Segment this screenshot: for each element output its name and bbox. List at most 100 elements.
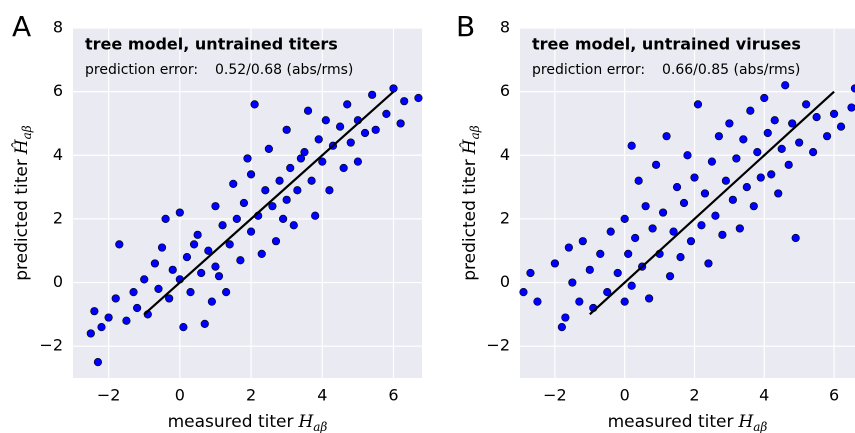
scatter-point xyxy=(189,240,199,249)
x-tick-label: 2 xyxy=(246,386,256,405)
y-label-text: predicted titer xyxy=(12,159,32,281)
scatter-point xyxy=(218,221,227,230)
scatter-point xyxy=(186,287,195,297)
y-tick-label: −2 xyxy=(39,336,63,355)
scatter-point xyxy=(111,294,120,303)
scatter-point xyxy=(154,284,163,294)
scatter-point xyxy=(179,322,188,332)
scatter-point xyxy=(97,322,106,332)
scatter-point xyxy=(756,173,765,182)
scatter-point xyxy=(353,157,362,166)
scatter-point xyxy=(261,186,270,195)
scatter-point xyxy=(770,116,779,125)
scatter-point xyxy=(651,160,661,169)
x-tick-label: 4 xyxy=(759,386,769,405)
scatter-point xyxy=(596,249,605,259)
scatter-point xyxy=(519,287,528,297)
y-axis-label: predicted titer Ĥaβ xyxy=(11,125,34,281)
scatter-point xyxy=(368,90,377,99)
scatter-point xyxy=(533,297,542,306)
panel-letter: A xyxy=(12,10,31,43)
scatter-point xyxy=(300,147,309,157)
scatter-point xyxy=(229,179,238,189)
scatter-point xyxy=(414,93,423,103)
scatter-point xyxy=(714,132,724,141)
x-label-symbol: H xyxy=(737,412,754,432)
x-axis-label: measured titer Haβ xyxy=(168,412,328,433)
scatter-point xyxy=(165,294,174,303)
y-tick-label: 0 xyxy=(500,272,510,291)
scatter-point xyxy=(296,154,306,163)
scatter-point xyxy=(314,135,323,144)
scatter-point xyxy=(847,103,855,112)
scatter-point xyxy=(246,227,256,236)
scatter-point xyxy=(243,154,252,163)
scatter-point xyxy=(279,214,288,224)
scatter-point xyxy=(749,202,758,211)
scatter-point xyxy=(721,176,730,185)
scatter-point xyxy=(371,125,380,134)
scatter-point xyxy=(175,208,184,217)
scatter-point xyxy=(603,287,612,297)
scatter-point xyxy=(115,240,124,249)
y-label-text: predicted titer xyxy=(460,159,480,281)
y-tick-label: 0 xyxy=(53,272,63,291)
scatter-point xyxy=(293,186,302,195)
scatter-point xyxy=(774,189,783,198)
scatter-point xyxy=(257,249,266,259)
scatter-point xyxy=(104,313,113,322)
scatter-point xyxy=(264,144,273,154)
x-axis-label: measured titer Haβ xyxy=(608,412,768,433)
scatter-point xyxy=(275,176,284,185)
scatter-point xyxy=(211,262,220,271)
scatter-point xyxy=(781,81,790,90)
scatter-point xyxy=(140,275,149,284)
scatter-point xyxy=(339,163,348,173)
scatter-point xyxy=(697,221,706,230)
scatter-point xyxy=(620,297,629,306)
scatter-point xyxy=(335,122,345,131)
scatter-point xyxy=(829,109,839,119)
scatter-point xyxy=(760,93,769,103)
error-label: prediction error: xyxy=(532,62,645,78)
scatter-point xyxy=(307,176,316,185)
chart-title: tree model, untrained titers xyxy=(85,35,338,54)
error-label: prediction error: xyxy=(85,62,198,78)
fit-line xyxy=(143,90,395,316)
scatter-point xyxy=(631,233,640,243)
scatter-point xyxy=(289,221,298,230)
scatter-point xyxy=(550,259,559,268)
scatter-point xyxy=(585,265,594,274)
scatter-point xyxy=(268,202,277,211)
x-tick-label: 0 xyxy=(620,386,630,405)
y-tick-label: 8 xyxy=(53,18,63,37)
scatter-point xyxy=(400,97,409,106)
scatter-point xyxy=(204,246,213,255)
x-label-text: measured titer xyxy=(608,412,734,432)
scatter-point xyxy=(182,252,192,262)
scatter-point xyxy=(197,268,206,278)
scatter-point xyxy=(561,313,570,322)
scatter-point xyxy=(193,230,202,239)
scatter-point xyxy=(788,119,797,128)
error-value: 0.52/0.68 (abs/rms) xyxy=(215,62,353,78)
scatter-point xyxy=(225,240,234,249)
scatter-point xyxy=(526,268,535,278)
scatter-point xyxy=(133,303,142,313)
scatter-point xyxy=(343,100,352,109)
y-axis-label: predicted titer Ĥaβ xyxy=(459,125,482,281)
scatter-point xyxy=(575,297,584,306)
scatter-point xyxy=(211,202,220,211)
scatter-point xyxy=(718,230,727,239)
scatter-point xyxy=(850,84,855,93)
scatter-point xyxy=(157,243,167,252)
scatter-point xyxy=(746,106,755,115)
scatter-point xyxy=(239,198,249,208)
scatter-point xyxy=(389,84,398,93)
scatter-point xyxy=(669,227,678,236)
fit-line xyxy=(589,90,835,316)
scatter-point xyxy=(129,287,138,297)
scatter-point xyxy=(207,297,216,306)
y-tick-label: 4 xyxy=(500,145,510,164)
scatter-point xyxy=(321,116,330,125)
